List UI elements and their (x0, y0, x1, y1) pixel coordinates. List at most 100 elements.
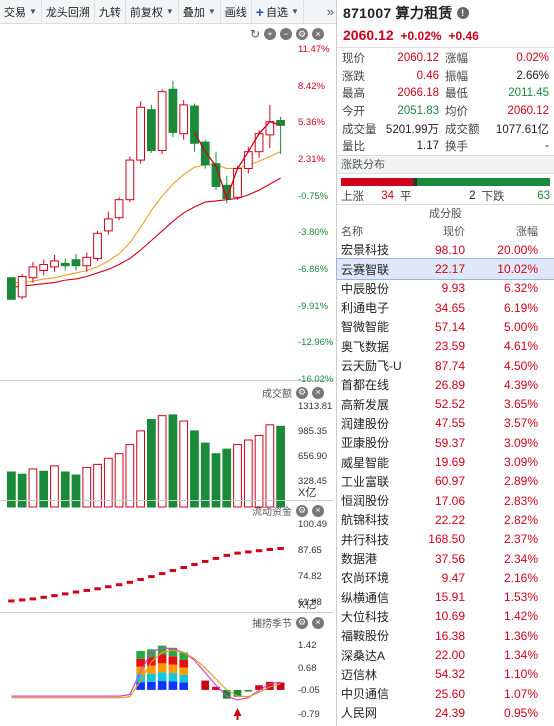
fund-flow-mark (212, 556, 220, 560)
quote-panel: 871007 算力租赁 ! 2060.12 +0.02% +0.46 现价 206… (336, 0, 554, 726)
close-icon[interactable]: × (312, 386, 324, 399)
season-bar (233, 689, 242, 697)
toolbar-nine-turn[interactable]: 九转 (95, 0, 126, 24)
constituent-row[interactable]: 云天励飞-U 87.74 4.50% (337, 356, 554, 375)
constituent-row[interactable]: 宏景科技 98.10 20.00% (337, 240, 554, 259)
quote-label: 换手 (445, 141, 468, 154)
plus-icon: + (255, 3, 264, 20)
constituent-row[interactable]: 工业富联 60.97 2.89% (337, 472, 554, 491)
volume-chart[interactable] (0, 399, 298, 509)
close-icon[interactable]: × (312, 504, 324, 517)
volume-bar (157, 415, 167, 508)
constituent-price: 9.47 (441, 570, 465, 585)
quote-value: 2011.45 (508, 87, 549, 100)
constituent-price: 22.22 (434, 512, 465, 527)
constituent-row[interactable]: 深桑达A 22.00 1.34% (337, 645, 554, 664)
stock-name: 算力租赁 (395, 5, 453, 21)
constituent-price: 9.93 (441, 281, 465, 296)
down-label: 下跌 (481, 191, 505, 204)
toolbar-overlay[interactable]: 叠加 ▼ (179, 0, 221, 24)
volume-bar (276, 425, 285, 508)
chevron-down-icon: ▼ (290, 7, 299, 16)
constituent-row[interactable]: 数据港 37.56 2.34% (337, 549, 554, 568)
constituent-row[interactable]: 大位科技 10.69 1.42% (337, 607, 554, 626)
quote-row: 涨跌 0.46 振幅 2.66% (337, 67, 554, 85)
toolbar-leader-review[interactable]: 龙头回溯 (42, 0, 95, 24)
constituent-row[interactable]: 迈信林 54.32 1.10% (337, 665, 554, 684)
constituent-name: 奥飞数据 (341, 339, 390, 354)
constituent-row[interactable]: 中辰股份 9.93 6.32% (337, 279, 554, 298)
constituent-row[interactable]: 亚康股份 59.37 3.09% (337, 433, 554, 452)
toolbar-adjust-label: 前复权 (129, 6, 163, 19)
header-pct[interactable]: 涨幅 (516, 226, 538, 239)
constituent-row[interactable]: 奥飞数据 23.59 4.61% (337, 337, 554, 356)
settings-icon[interactable]: ⚙ (296, 616, 308, 629)
constituent-row[interactable]: 云赛智联 22.17 10.02% (336, 258, 554, 280)
y-axis-label: -0.75% (298, 190, 329, 202)
quote-value: 2060.12 (397, 51, 439, 64)
season-axis-label: 1.42 (298, 639, 317, 651)
volume-bar (211, 453, 221, 508)
constituent-row[interactable]: 威星智能 19.69 3.09% (337, 452, 554, 471)
constituent-row[interactable]: 润建股份 47.55 3.57% (337, 414, 554, 433)
toolbar-nine-turn-label: 九转 (98, 6, 121, 19)
quote-value: 2060.12 (507, 104, 549, 117)
season-stack-segment (168, 664, 178, 674)
toolbar-adjust[interactable]: 前复权 ▼ (126, 0, 179, 24)
constituent-pct: 1.07% (503, 686, 538, 701)
toolbar-draw[interactable]: 画线 (221, 0, 252, 24)
close-icon[interactable]: × (312, 28, 324, 40)
constituent-row[interactable]: 首都在线 26.89 4.39% (337, 375, 554, 394)
settings-icon[interactable]: ⚙ (296, 28, 308, 40)
toolbar-watchlist[interactable]: + 自选 ▼ (252, 0, 304, 24)
candle-body (233, 167, 242, 198)
quote-value: 0.02% (516, 51, 549, 64)
settings-icon[interactable]: ⚙ (296, 504, 308, 517)
fund-flow-mark (266, 547, 274, 551)
constituent-row[interactable]: 人民网 24.39 0.95% (337, 703, 554, 722)
constituent-row[interactable]: 利通电子 34.65 6.19% (337, 298, 554, 317)
constituent-name: 亚康股份 (341, 436, 390, 451)
candle-body (28, 266, 38, 279)
fund-flow-mark (202, 559, 209, 563)
trend-line (193, 120, 281, 201)
fund-flow-mark (94, 587, 101, 591)
constituent-row[interactable]: 纵横通信 15.91 1.53% (337, 587, 554, 606)
fund-flow-mark (245, 550, 252, 554)
signal-arrow-icon (233, 708, 242, 716)
constituent-row[interactable]: 高新发展 52.52 3.65% (337, 395, 554, 414)
constituent-row[interactable]: 并行科技 168.50 2.37% (337, 530, 554, 549)
chart-toolbar: 交易 ▼ 龙头回溯 九转 前复权 ▼ 叠加 ▼ 画线 + 自选 ▼ » (0, 0, 340, 24)
close-icon[interactable]: × (312, 616, 324, 629)
more-button[interactable]: » (326, 4, 334, 19)
candle-body (93, 232, 102, 260)
moving-average-line (11, 177, 281, 288)
constituent-row[interactable]: 航锦科技 22.22 2.82% (337, 510, 554, 529)
fishing-season-chart[interactable] (0, 630, 298, 722)
chart-area: ↻ + − ⚙ × 成交额 ⚙ × X亿 流动资金 ⚙ × X亿 捕捞季节 ⚙ … (0, 24, 334, 726)
zoom-out-icon[interactable]: − (280, 28, 292, 40)
constituent-name: 宏景科技 (341, 243, 390, 258)
constituent-row[interactable]: 福鞍股份 16.38 1.36% (337, 626, 554, 645)
refresh-icon[interactable]: ↻ (249, 27, 260, 41)
constituents-header: 名称 现价 涨幅 (337, 222, 554, 240)
distribution-counts: 上涨 34 平 2 下跌 63 (337, 188, 554, 204)
fund-flow-chart[interactable] (0, 519, 298, 609)
constituent-row[interactable]: 农尚环境 9.47 2.16% (337, 568, 554, 587)
header-price[interactable]: 现价 (443, 226, 465, 239)
quote-label: 涨幅 (445, 52, 468, 65)
toolbar-trade[interactable]: 交易 ▼ (0, 0, 42, 24)
volume-bar (179, 420, 189, 508)
header-name[interactable]: 名称 (341, 226, 363, 239)
constituent-row[interactable]: 恒润股份 17.06 2.83% (337, 491, 554, 510)
settings-icon[interactable]: ⚙ (296, 386, 308, 399)
constituent-pct: 4.61% (503, 339, 538, 354)
constituent-row[interactable]: 智微智能 57.14 5.00% (337, 317, 554, 336)
volume-bar (39, 470, 49, 508)
season-stack-segment (157, 654, 167, 664)
info-icon[interactable]: ! (456, 7, 469, 19)
zoom-in-icon[interactable]: + (264, 28, 276, 40)
candlestick-chart[interactable] (0, 44, 298, 404)
constituent-row[interactable]: 中贝通信 25.60 1.07% (337, 684, 554, 703)
constituent-row[interactable]: 云从科技-...16.510.86% (337, 723, 554, 726)
